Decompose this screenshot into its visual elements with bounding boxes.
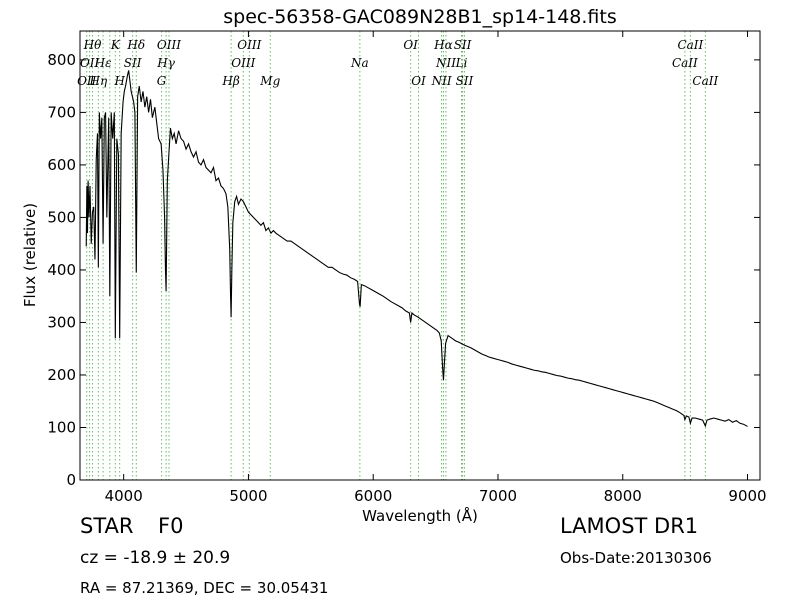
x-axis-ticks: 4000 5000 6000 7000 8000 9000	[105, 31, 767, 505]
x-tick-label: 8000	[604, 487, 642, 505]
redshift-value: cz = -18.9 ± 20.9	[80, 548, 231, 568]
marker-label: OI	[411, 74, 426, 88]
marker-label: Hη	[89, 74, 108, 88]
x-axis-label: Wavelength (Å)	[362, 506, 478, 525]
y-tick-label: 600	[47, 156, 76, 174]
spectrum-line	[85, 70, 748, 428]
object-subclass: F0	[158, 514, 184, 538]
marker-label: OIII	[237, 38, 261, 52]
y-tick-label: 200	[47, 366, 76, 384]
marker-label: CaII	[677, 38, 703, 52]
marker-label: NII	[431, 74, 452, 88]
marker-label: Na	[350, 56, 369, 70]
y-tick-label: 700	[47, 103, 76, 121]
plot-frame	[79, 30, 761, 481]
marker-label: G	[157, 74, 167, 88]
x-tick-label: 5000	[229, 487, 267, 505]
marker-label: OI	[403, 38, 418, 52]
marker-label: Hγ	[156, 56, 175, 70]
object-class: STAR	[80, 514, 134, 538]
y-axis-label: Flux (relative)	[21, 203, 39, 307]
marker-label: Li	[455, 56, 468, 70]
marker-label: K	[110, 38, 121, 52]
y-axis-ticks: 0 100 200 300 400 500 600 700 800	[47, 51, 760, 489]
marker-label: Hα	[433, 38, 453, 52]
y-tick-label: 800	[47, 51, 76, 69]
survey-name: LAMOST DR1	[560, 514, 699, 538]
y-tick-label: 100	[47, 418, 76, 436]
marker-label: Hθ	[83, 38, 102, 52]
marker-label: SII	[456, 74, 474, 88]
coordinates: RA = 87.21369, DEC = 30.05431	[80, 579, 329, 597]
spectral-line-labels: OIIOIIHθHηHεKHSIIHδGHγOIIIHβOIIIOIIIMgNa…	[77, 38, 718, 88]
marker-label: SII	[454, 38, 472, 52]
marker-label: CaII	[692, 74, 718, 88]
marker-label: Hδ	[126, 38, 145, 52]
x-tick-label: 6000	[354, 487, 392, 505]
chart-title: spec-56358-GAC089N28B1_sp14-148.fits	[223, 6, 617, 28]
y-tick-label: 400	[47, 261, 76, 279]
marker-label: SII	[124, 56, 142, 70]
marker-label: NII	[435, 56, 456, 70]
marker-label: CaII	[672, 56, 698, 70]
x-tick-label: 4000	[105, 487, 143, 505]
marker-label: OII	[77, 74, 97, 88]
marker-label: H	[113, 74, 125, 88]
marker-label: OIII	[231, 56, 255, 70]
marker-label: Hβ	[221, 74, 239, 88]
x-tick-label: 7000	[479, 487, 517, 505]
observation-date: Obs-Date:20130306	[560, 549, 712, 567]
y-tick-label: 0	[66, 471, 76, 489]
x-tick-label: 9000	[728, 487, 766, 505]
spectral-line-markers	[86, 31, 706, 480]
y-tick-label: 300	[47, 313, 76, 331]
marker-label: Mg	[259, 74, 280, 88]
marker-label: OIII	[157, 38, 181, 52]
marker-label: Hε	[94, 56, 112, 70]
y-tick-label: 500	[47, 208, 76, 226]
